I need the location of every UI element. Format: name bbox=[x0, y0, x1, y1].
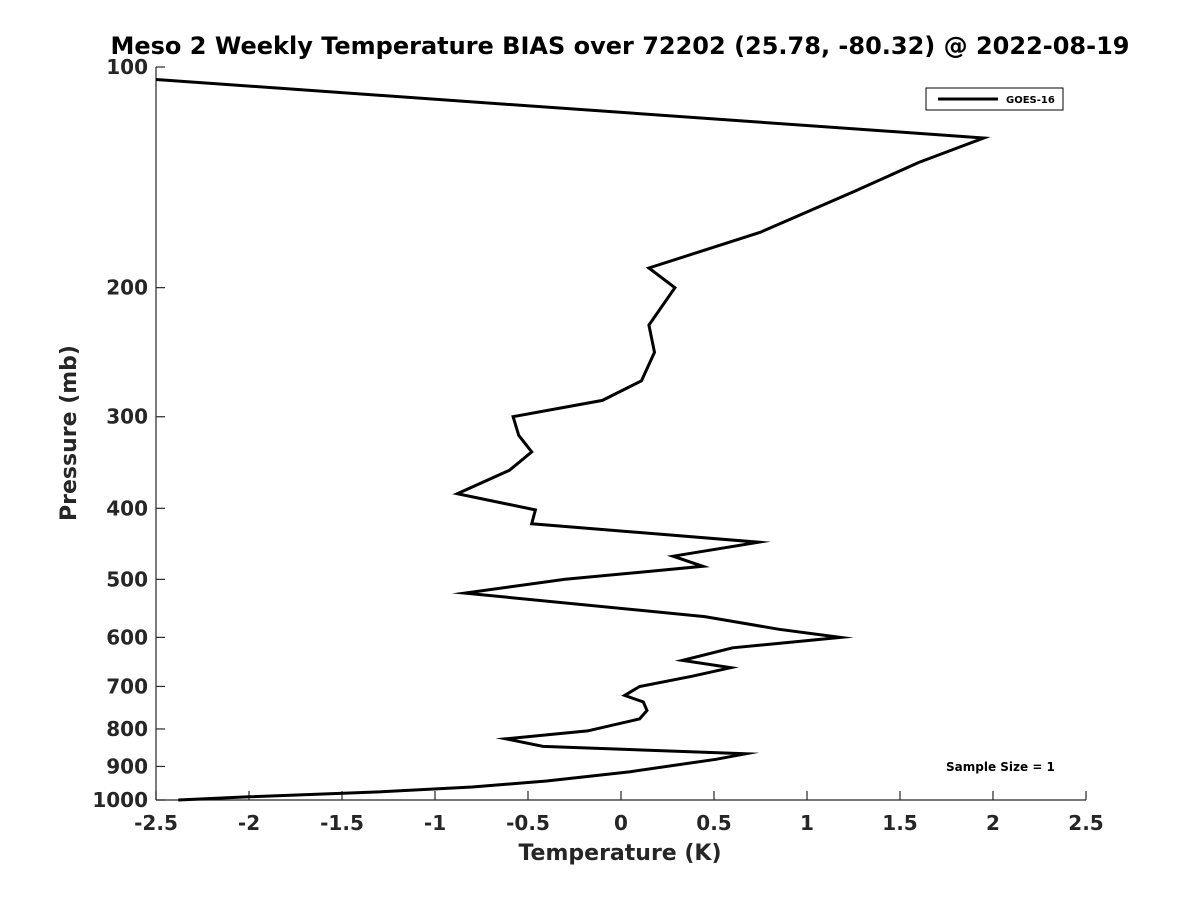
data-point bbox=[378, 790, 381, 793]
data-point bbox=[629, 770, 632, 773]
x-tick-label: -1.5 bbox=[320, 811, 364, 835]
data-point bbox=[504, 737, 507, 740]
data-point bbox=[623, 694, 626, 697]
data-point bbox=[638, 685, 641, 688]
data-point bbox=[541, 745, 544, 748]
y-tick-label: 800 bbox=[106, 717, 148, 741]
plot-area: -2.5 -2 -1.5 -1 -0.5 0 0.5 1 1.5 2 2.5 100 200 300 400… bbox=[92, 55, 1103, 835]
data-point bbox=[703, 615, 706, 618]
data-point bbox=[647, 266, 650, 269]
x-tick-label: 0.5 bbox=[696, 811, 731, 835]
data-point bbox=[463, 592, 466, 595]
x-tick-label: 1 bbox=[800, 811, 814, 835]
data-point bbox=[601, 399, 604, 402]
data-point bbox=[673, 286, 676, 289]
x-tick-label: -1 bbox=[424, 811, 446, 835]
data-point bbox=[917, 161, 920, 164]
sample-size-annotation: Sample Size = 1 bbox=[946, 760, 1055, 774]
data-point bbox=[690, 675, 693, 678]
y-tick-label: 900 bbox=[106, 754, 148, 778]
data-point bbox=[177, 799, 180, 802]
y-axis-label: Pressure (mb) bbox=[57, 345, 82, 521]
series-line-goes-16 bbox=[155, 78, 991, 802]
x-tick-label: 2 bbox=[986, 811, 1000, 835]
legend-label: GOES-16 bbox=[1006, 95, 1055, 106]
data-point bbox=[534, 508, 537, 511]
data-point bbox=[701, 565, 704, 568]
data-point bbox=[471, 786, 474, 789]
data-point bbox=[982, 137, 985, 140]
x-tick-label: 1.5 bbox=[882, 811, 917, 835]
x-tick-label: -2 bbox=[238, 811, 260, 835]
y-tick-label: 1000 bbox=[92, 788, 148, 812]
data-point bbox=[640, 379, 643, 382]
data-point bbox=[714, 758, 717, 761]
data-point bbox=[530, 522, 533, 525]
data-point bbox=[545, 779, 548, 782]
x-tick-label: -0.5 bbox=[506, 811, 550, 835]
data-point bbox=[155, 78, 158, 81]
data-point bbox=[586, 729, 589, 732]
data-point bbox=[681, 659, 684, 662]
data-point bbox=[852, 190, 855, 193]
x-tick-label: 2.5 bbox=[1068, 811, 1103, 835]
y-tick-label: 600 bbox=[106, 625, 148, 649]
data-point bbox=[839, 636, 842, 639]
data-point bbox=[517, 434, 520, 437]
data-point bbox=[512, 415, 515, 418]
data-point bbox=[653, 351, 656, 354]
y-tick-label: 200 bbox=[106, 276, 148, 300]
data-point bbox=[642, 700, 645, 703]
data-point bbox=[729, 666, 732, 669]
data-point bbox=[757, 541, 760, 544]
legend: GOES-16 bbox=[925, 87, 1064, 111]
data-point bbox=[638, 717, 641, 720]
data-point bbox=[778, 628, 781, 631]
x-axis-label: Temperature (K) bbox=[518, 841, 721, 866]
y-tick-label: 100 bbox=[106, 55, 148, 79]
x-tick-label: 0 bbox=[614, 811, 628, 835]
data-point bbox=[744, 752, 747, 755]
data-point bbox=[564, 578, 567, 581]
data-point bbox=[647, 324, 650, 327]
data-point bbox=[456, 492, 459, 495]
chart-title: Meso 2 Weekly Temperature BIAS over 7220… bbox=[110, 32, 1129, 60]
data-point bbox=[530, 450, 533, 453]
data-point bbox=[672, 555, 675, 558]
data-point bbox=[248, 795, 251, 798]
y-tick-label: 500 bbox=[106, 567, 148, 591]
data-point bbox=[508, 469, 511, 472]
x-tick-label: -2.5 bbox=[134, 811, 178, 835]
y-tick-label: 700 bbox=[106, 674, 148, 698]
data-point bbox=[646, 709, 649, 712]
data-point bbox=[731, 646, 734, 649]
y-tick-label: 400 bbox=[106, 496, 148, 520]
data-point bbox=[759, 231, 762, 234]
y-tick-label: 300 bbox=[106, 405, 148, 429]
